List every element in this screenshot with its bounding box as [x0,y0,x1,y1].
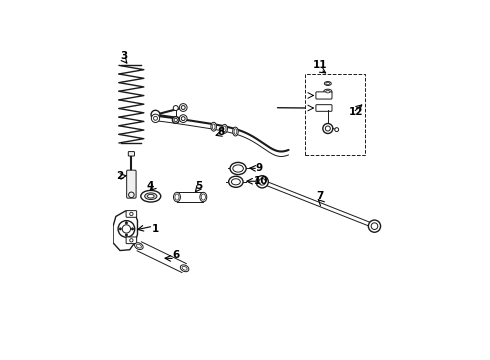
Circle shape [125,234,127,236]
Circle shape [335,128,339,131]
Ellipse shape [211,122,217,131]
Ellipse shape [135,243,143,249]
Ellipse shape [141,190,161,202]
Text: 6: 6 [172,250,180,260]
Text: 12: 12 [349,108,364,117]
FancyBboxPatch shape [316,92,332,99]
Circle shape [256,176,269,188]
Ellipse shape [145,193,157,199]
FancyBboxPatch shape [126,170,136,198]
Ellipse shape [200,192,207,202]
Ellipse shape [326,90,330,93]
FancyBboxPatch shape [128,152,134,156]
Text: 8: 8 [217,127,224,137]
Bar [305,74,365,156]
Ellipse shape [173,192,180,202]
Circle shape [172,117,179,123]
Text: 5: 5 [195,181,202,191]
Text: 10: 10 [254,176,268,186]
FancyBboxPatch shape [126,237,137,244]
Ellipse shape [230,162,246,175]
Circle shape [368,220,381,232]
Circle shape [179,104,187,111]
Ellipse shape [222,125,227,133]
Circle shape [131,228,134,230]
Circle shape [119,228,122,230]
Circle shape [179,115,187,122]
Polygon shape [113,211,138,251]
Circle shape [323,123,333,134]
Text: 11: 11 [313,60,328,70]
Ellipse shape [324,89,332,94]
FancyBboxPatch shape [126,211,137,217]
Circle shape [173,105,178,111]
Circle shape [125,222,127,224]
Ellipse shape [147,194,154,198]
Ellipse shape [229,176,243,187]
Text: 3: 3 [121,51,128,61]
Text: 2: 2 [116,171,123,181]
FancyBboxPatch shape [316,105,332,111]
Circle shape [151,114,160,122]
Text: 7: 7 [317,191,324,201]
Ellipse shape [324,82,331,85]
Circle shape [151,110,160,119]
Text: 4: 4 [146,181,154,191]
Ellipse shape [233,127,238,136]
Text: 1: 1 [152,224,159,234]
Text: 9: 9 [256,163,263,174]
Ellipse shape [180,265,189,272]
